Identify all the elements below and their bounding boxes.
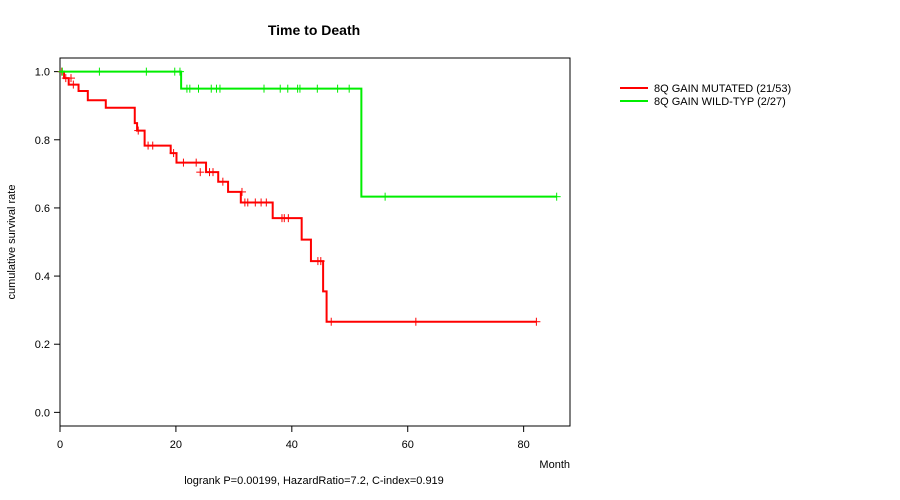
legend-label-1: 8Q GAIN MUTATED (21/53): [654, 83, 791, 95]
censor-mark: [345, 84, 354, 93]
censor-mark: [209, 168, 217, 177]
censor-mark: [327, 317, 336, 326]
x-tick-label: 60: [402, 439, 414, 451]
censor-mark: [142, 67, 151, 76]
censor-mark: [148, 141, 157, 150]
x-axis-label: Month: [539, 459, 570, 471]
censor-mark: [381, 192, 390, 201]
series-line-1: [60, 70, 537, 323]
y-axis-label: cumulative survival rate: [6, 185, 18, 300]
plot-frame: [59, 57, 571, 427]
censor-mark: [237, 187, 246, 196]
series-line-2: [60, 70, 557, 198]
censor-mark: [58, 67, 67, 76]
censor-mark: [260, 84, 268, 93]
y-tick-label: 0.6: [35, 203, 50, 215]
x-tick-label: 0: [57, 439, 63, 451]
censor-mark: [95, 67, 104, 76]
censor-mark: [313, 84, 322, 93]
x-tick-label: 20: [170, 439, 182, 451]
censor-mark: [262, 198, 271, 207]
censor-mark: [532, 317, 541, 326]
y-tick-label: 0.2: [35, 339, 50, 351]
censor-mark: [169, 149, 178, 158]
censor-mark: [316, 257, 325, 266]
censor-mark: [196, 168, 205, 177]
x-tick-label: 40: [286, 439, 298, 451]
censor-mark: [67, 74, 76, 83]
censor-mark: [194, 84, 203, 93]
y-tick-label: 1.0: [35, 67, 50, 79]
censor-mark: [134, 126, 143, 135]
series-layer: [57, 67, 561, 326]
censor-mark: [284, 214, 293, 223]
chart-title: Time to Death: [268, 22, 360, 38]
censor-mark: [411, 317, 420, 326]
censor-mark: [243, 198, 252, 207]
censor-mark: [333, 84, 342, 93]
censor-mark: [69, 80, 78, 89]
legend-label-2: 8Q GAIN WILD-TYP (2/27): [654, 96, 786, 108]
legend: 8Q GAIN MUTATED (21/53)8Q GAIN WILD-TYP …: [620, 83, 791, 108]
censor-mark: [218, 177, 227, 186]
censor-mark: [276, 84, 285, 93]
censor-mark: [215, 84, 224, 93]
censor-mark: [552, 192, 561, 201]
y-tick-label: 0.0: [35, 407, 50, 419]
censor-mark: [175, 67, 184, 76]
x-tick-label: 80: [518, 439, 530, 451]
y-tick-label: 0.4: [35, 271, 50, 283]
y-axis: 0.0 0.2 0.4 0.6 0.8 1.0: [35, 67, 60, 419]
stats-footnote: logrank P=0.00199, HazardRatio=7.2, C-in…: [184, 475, 444, 487]
x-axis: 0 20 40 60 80: [57, 426, 530, 451]
censor-mark: [283, 84, 292, 93]
censor-mark: [179, 158, 188, 167]
censor-mark: [295, 84, 304, 93]
censor-mark: [192, 158, 201, 167]
y-tick-label: 0.8: [35, 135, 50, 147]
censor-mark: [185, 84, 194, 93]
